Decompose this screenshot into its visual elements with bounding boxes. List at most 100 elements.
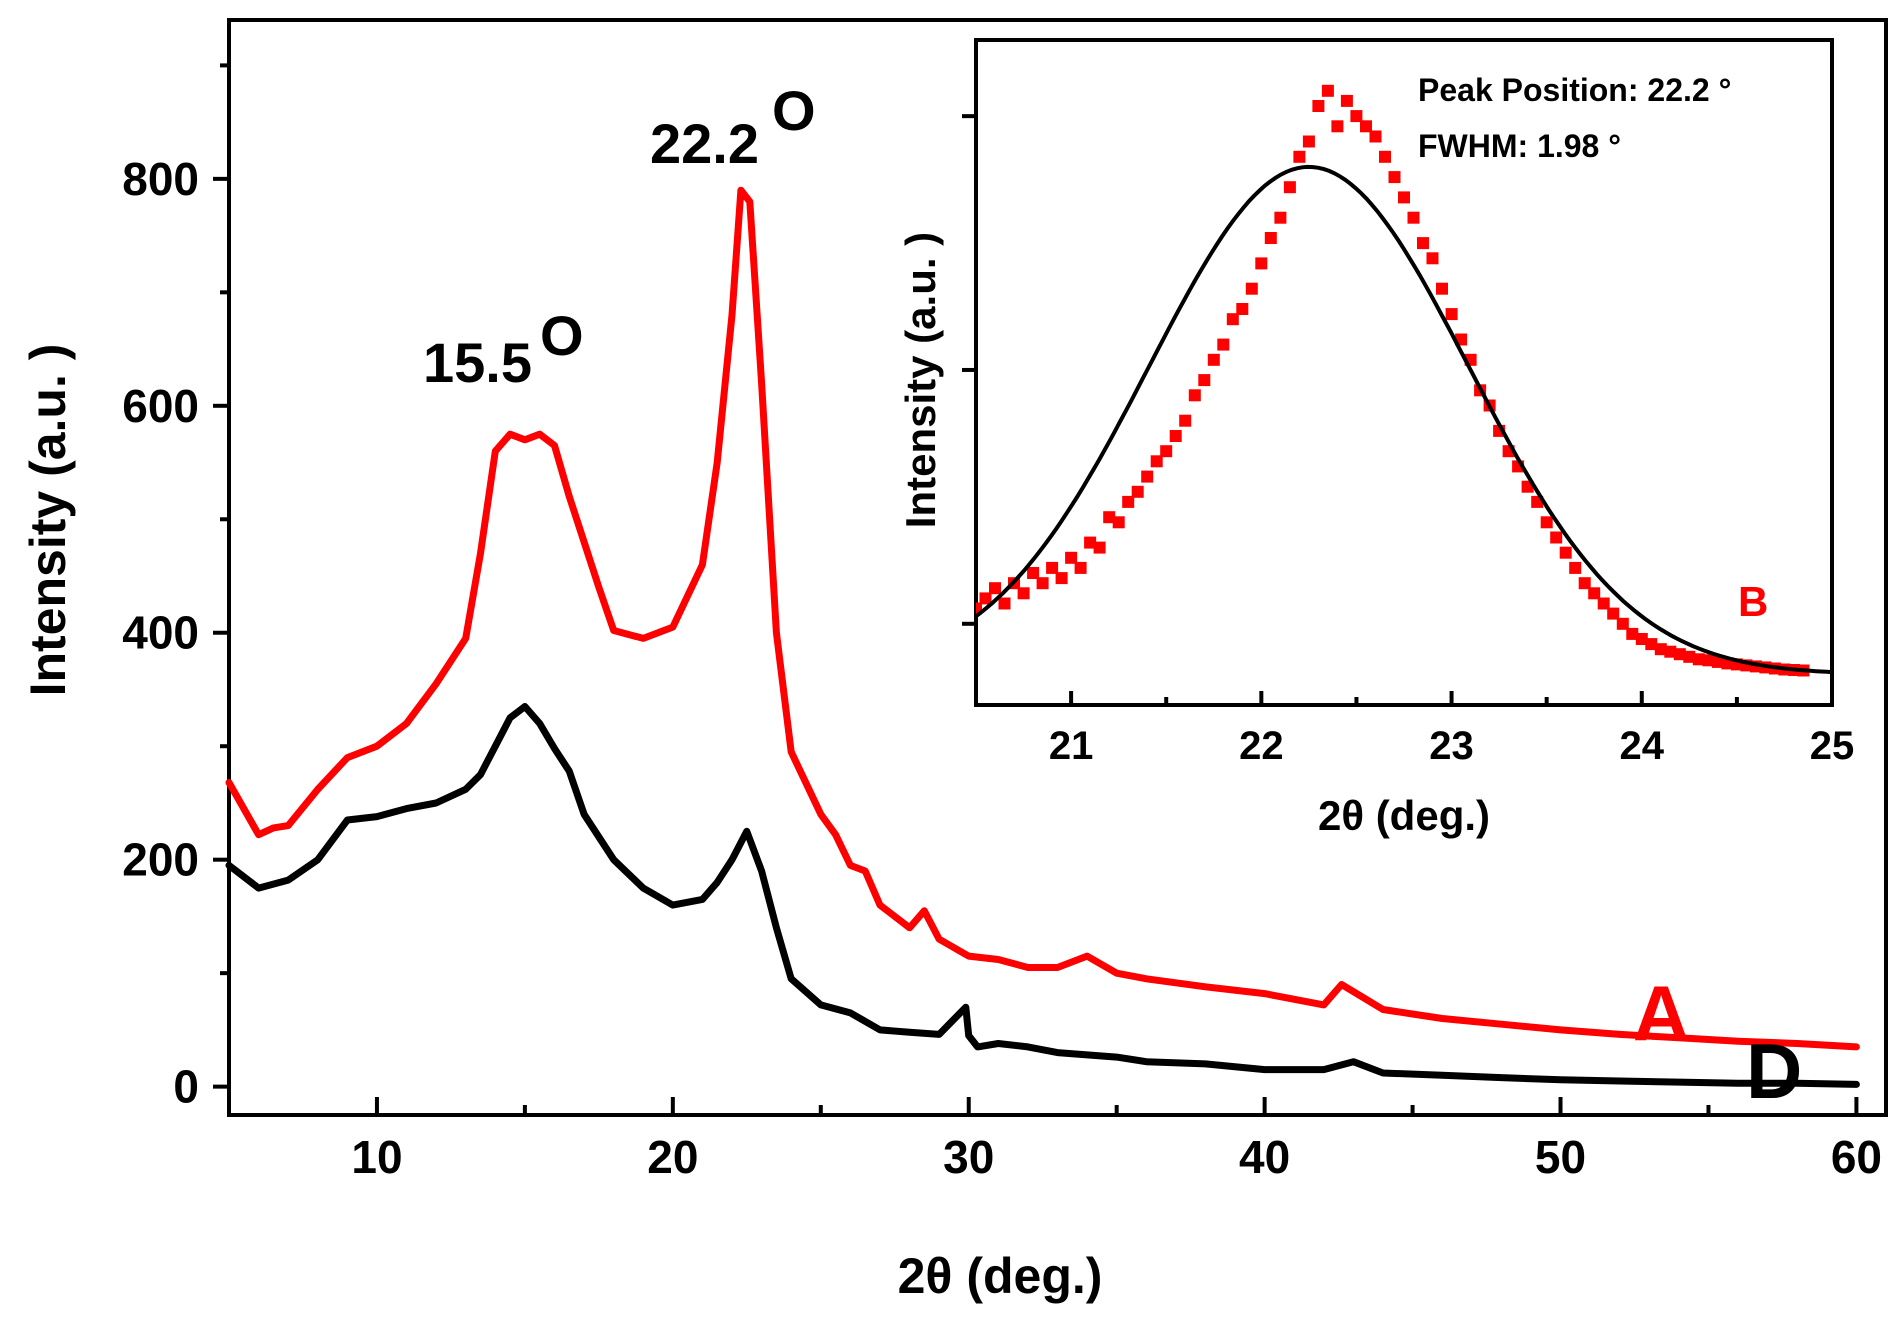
inset-data-point [1407,211,1420,224]
inset-x-tick-label: 24 [1620,724,1665,768]
inset-data-point [1065,551,1078,564]
inset-data-point [1702,654,1715,667]
main-y-ticks: 0 200 400 600 800 [122,63,229,1113]
inset-data-point [1569,561,1582,574]
inset-data-point [1217,338,1230,351]
annotation-peak-15-text: 15.5 [423,331,532,394]
inset-data-point [1255,257,1268,270]
inset-data-point [1188,389,1201,402]
inset-data-point [1112,516,1125,529]
inset-data-point [1597,597,1610,610]
inset-plot-frame [974,38,1834,707]
inset-data-point [1654,643,1667,656]
inset-data-point [1198,374,1211,387]
inset-x-tick-label: 21 [1049,724,1094,768]
inset-data-point [1673,648,1686,661]
inset-data-point [1350,110,1363,123]
inset-data-point [1379,150,1391,163]
inset-data-point [1169,430,1182,442]
inset-data-point [1274,211,1287,224]
inset-data-point [1616,617,1629,630]
x-tick-label: 50 [1535,1131,1586,1183]
inset-background [976,40,1832,705]
inset-data-point [1103,511,1116,524]
inset-data-point [1027,567,1040,579]
inset-y-ticks [962,114,976,626]
inset-data-point [1207,353,1220,366]
inset-data-point [1417,237,1429,250]
inset-data-point [1635,633,1648,645]
x-tick-label: 10 [351,1131,402,1183]
main-x-ticks: 10 20 30 40 50 60 [227,1097,1882,1183]
inset-data-point [1074,561,1087,574]
series-label-d: D [1746,1027,1802,1115]
inset-data-point [1036,577,1049,590]
inset-series-label-b: B [1738,578,1768,625]
inset-data-point [1150,455,1163,468]
inset-data-point [1160,445,1173,458]
inset-series-group [976,84,1832,677]
y-tick-label: 200 [122,834,199,886]
inset-data-point [1245,282,1258,295]
inset-x-ticks: 21 22 23 24 25 [974,691,1855,768]
inset-data-point [1711,655,1724,668]
series-line-a [225,186,1860,1051]
main-plot-frame [227,18,1888,1117]
inset-data-point [1093,541,1106,554]
inset-data-point [1398,191,1410,204]
x-tick-label: 20 [647,1131,698,1183]
inset-data-point [1692,653,1705,666]
x-tick-label: 60 [1831,1131,1882,1183]
inset-data-point [989,582,1001,595]
inset-x-tick-label: 25 [1810,724,1855,768]
inset-data-point [1293,150,1306,163]
inset-data-point [1540,516,1553,529]
main-series-group [225,186,1860,1088]
inset-data-point [1426,252,1439,265]
inset-data-point [1046,561,1059,574]
inset-data-point [1683,650,1696,663]
inset-data-point [1122,495,1135,508]
x-tick-label: 30 [943,1131,994,1183]
inset-x-tick-label: 22 [1239,724,1284,768]
inset-data-point [1236,303,1249,315]
inset-peak-position-annotation: Peak Position: 22.2 ° [1418,72,1731,108]
annotation-peak-22: 22.2 O [650,79,816,175]
inset-y-axis-label: Intensity (a.u. ) [897,232,944,528]
inset-data-point [979,592,992,605]
inset-data-point [976,602,982,615]
inset-data-point [1321,84,1334,97]
inset-data-point [1017,587,1030,600]
inset-data-point [1141,470,1154,483]
annotation-peak-15-sup: O [540,304,584,367]
inset-data-point [1645,638,1658,651]
inset-x-tick-label: 23 [1429,724,1474,768]
inset-data-point [1559,546,1572,559]
inset-data-point [1369,130,1382,143]
inset-data-point [1226,313,1239,326]
x-tick-label: 40 [1239,1131,1290,1183]
inset-data-point [1283,181,1296,194]
inset-data-point [1436,282,1448,295]
main-y-axis-label: Intensity (a.u. ) [20,344,76,697]
inset-data-point [1664,645,1677,658]
y-tick-label: 0 [173,1061,199,1113]
inset-data-point [1084,536,1097,549]
series-label-a: A [1633,969,1689,1057]
inset-data-point [1388,171,1401,184]
inset-data-point [1588,587,1601,600]
inset-data-point [1055,572,1068,585]
inset-data-point [1264,232,1277,244]
inset-data-point [1340,94,1353,107]
inset-x-axis-label: 2θ (deg.) [1318,792,1490,839]
inset-data-point [1626,627,1639,640]
y-tick-label: 400 [122,607,199,659]
inset-data-point [1550,531,1563,544]
inset-data-point [1578,577,1591,590]
inset-data-point [1302,135,1315,148]
annotation-peak-15: 15.5 O [423,304,584,394]
inset-fwhm-annotation: FWHM: 1.98 ° [1418,128,1621,164]
inset-data-point [998,597,1011,610]
inset-data-point [1331,120,1344,133]
